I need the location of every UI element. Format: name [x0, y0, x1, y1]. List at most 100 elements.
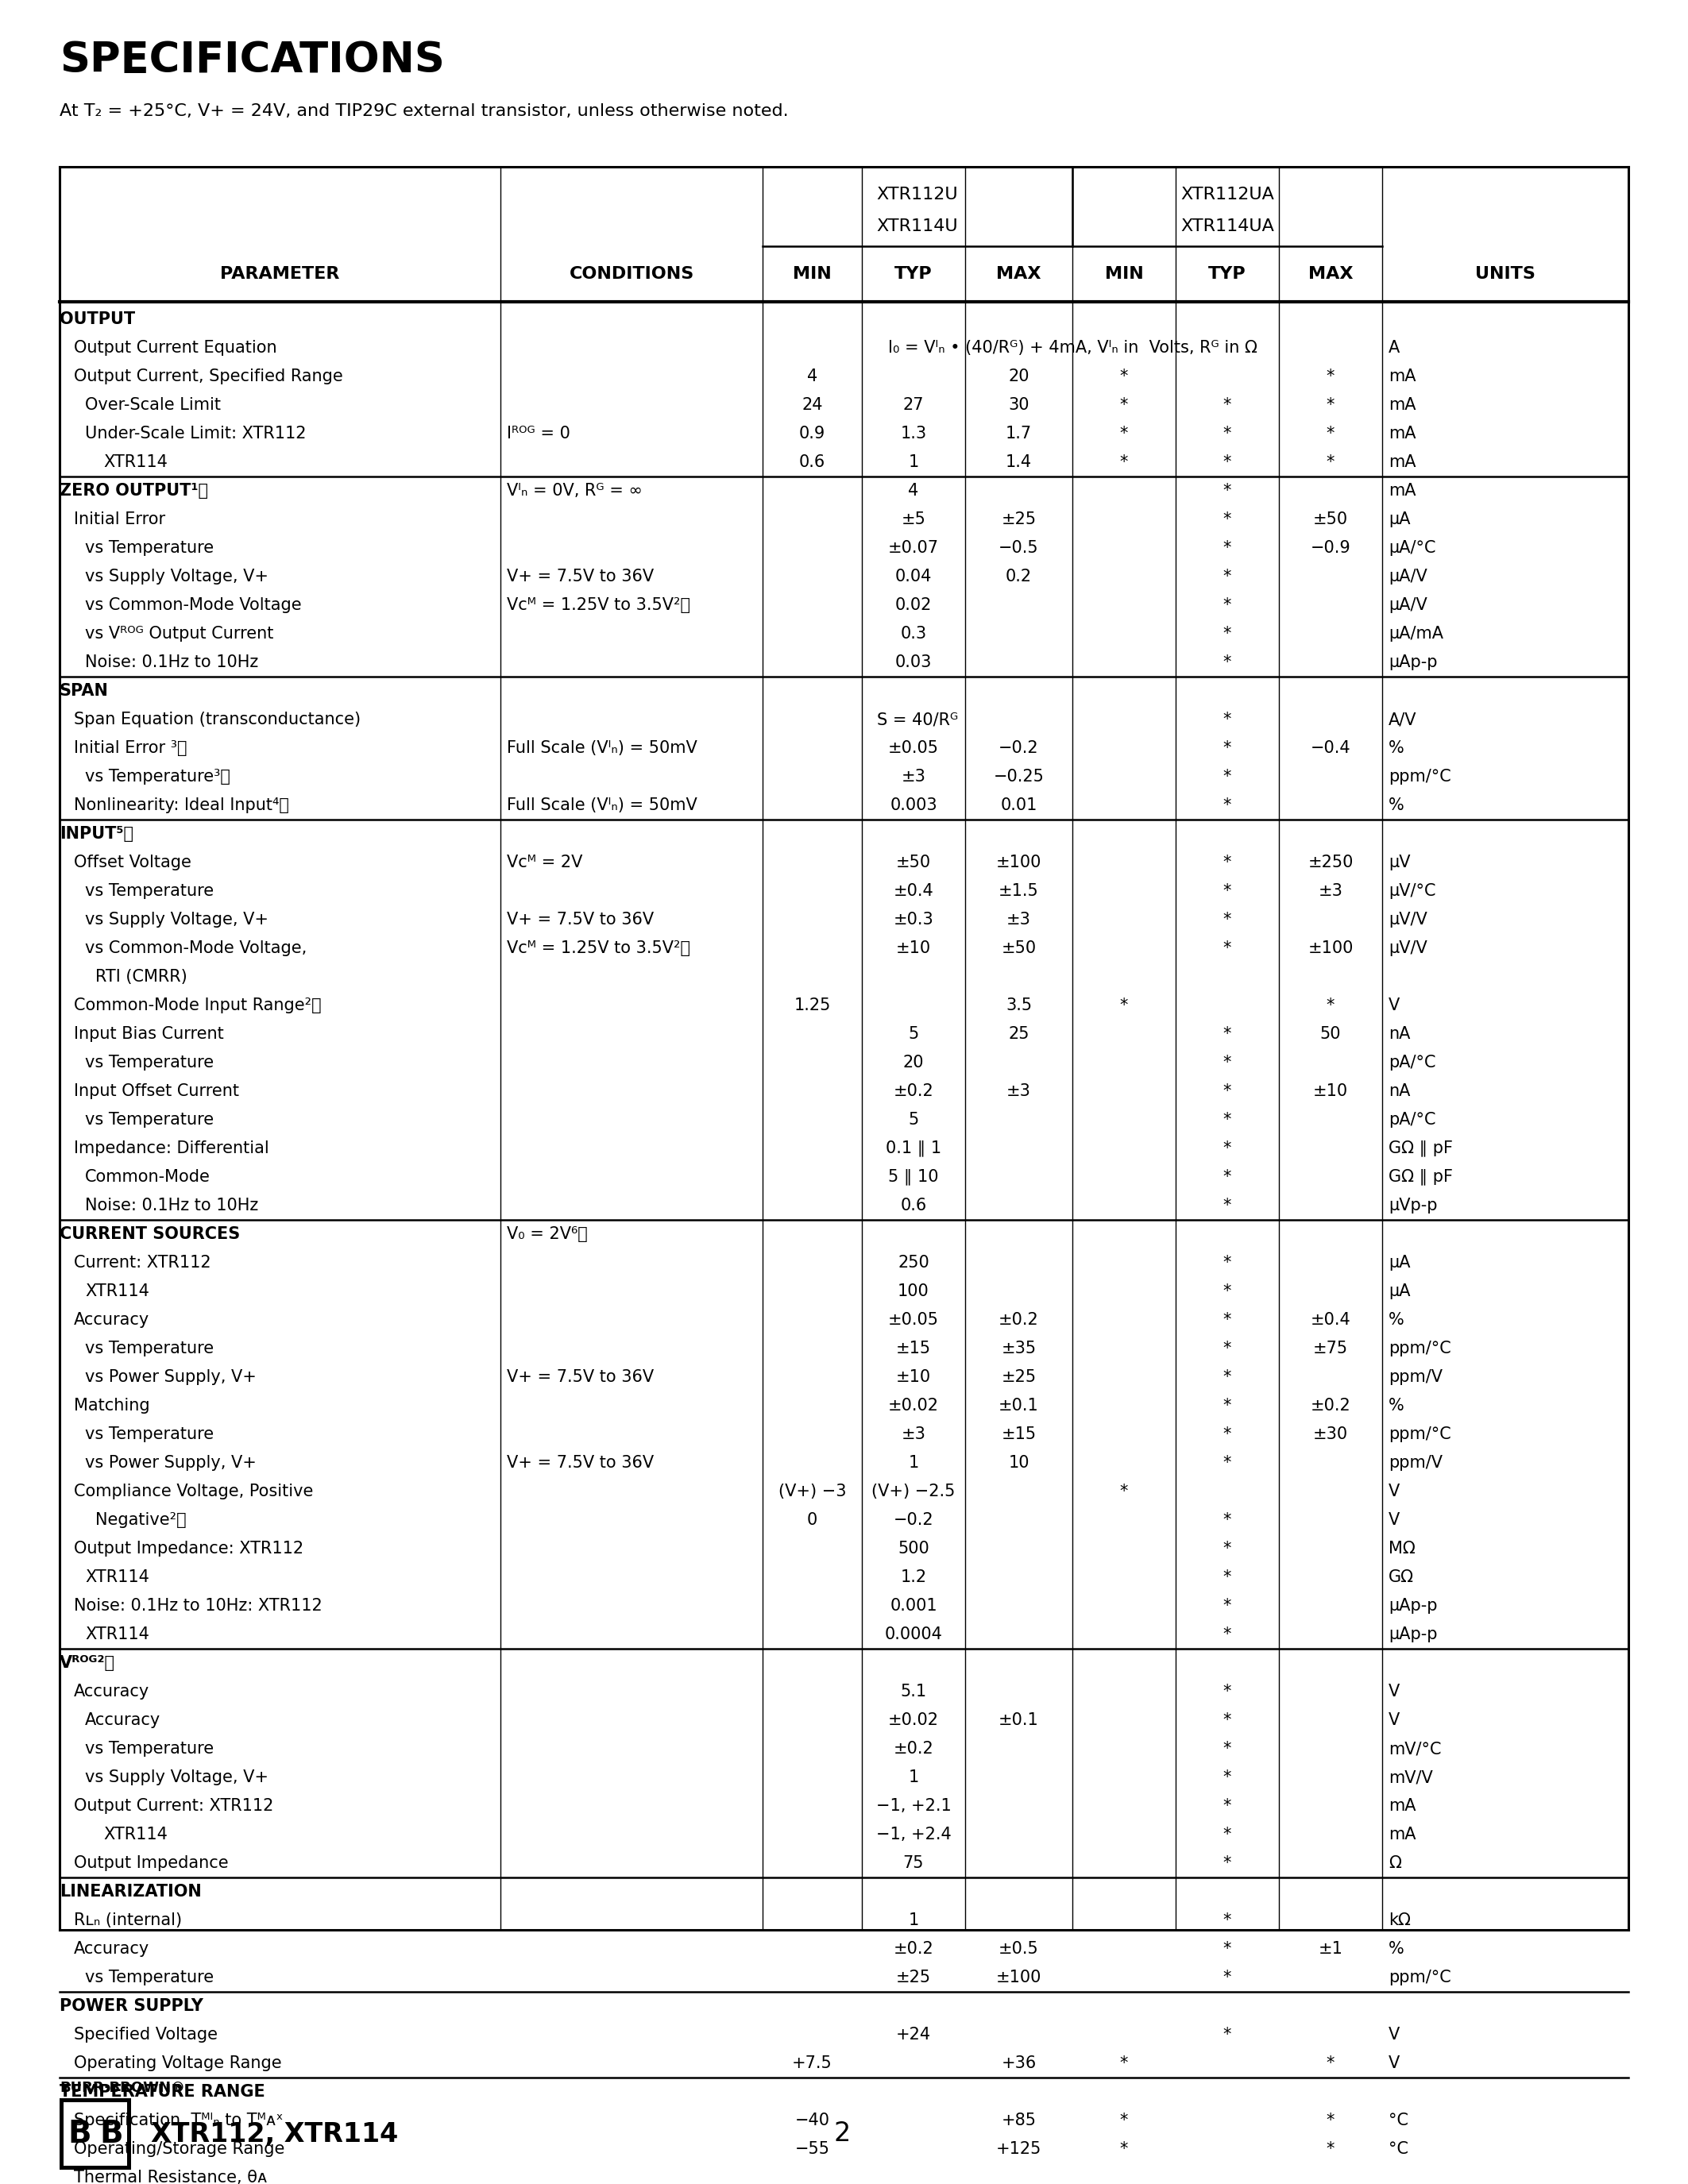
Text: 0.04: 0.04 [895, 568, 932, 585]
Text: μA/°C: μA/°C [1389, 539, 1436, 557]
Text: ±3: ±3 [901, 769, 925, 784]
Text: *: * [1224, 655, 1232, 670]
Text: 0.02: 0.02 [895, 596, 932, 614]
Text: 0.001: 0.001 [890, 1599, 937, 1614]
Text: mA: mA [1389, 1826, 1416, 1843]
Text: TYP: TYP [1209, 266, 1246, 282]
Text: *: * [1119, 397, 1128, 413]
Text: 20: 20 [1008, 369, 1030, 384]
Text: *: * [1224, 483, 1232, 498]
Text: *: * [1224, 769, 1232, 784]
Text: ±0.4: ±0.4 [1310, 1313, 1350, 1328]
Text: vs Temperature: vs Temperature [84, 1055, 214, 1070]
Text: ±25: ±25 [1001, 511, 1036, 526]
Text: GΩ: GΩ [1389, 1570, 1415, 1586]
Text: *: * [1224, 1112, 1232, 1127]
Text: 1: 1 [908, 1769, 918, 1784]
Text: TEMPERATURE RANGE: TEMPERATURE RANGE [59, 2084, 265, 2099]
Text: 5 ∥ 10: 5 ∥ 10 [888, 1168, 939, 1186]
Text: *: * [1224, 1168, 1232, 1186]
Text: V₀ = 2V⁶⦾: V₀ = 2V⁶⦾ [506, 1225, 587, 1243]
Text: °C: °C [1389, 2112, 1408, 2129]
Text: MΩ: MΩ [1389, 1540, 1415, 1557]
Text: pA/°C: pA/°C [1389, 1055, 1436, 1070]
Text: *: * [1119, 2140, 1128, 2158]
Text: *: * [1224, 941, 1232, 957]
Text: ZERO OUTPUT¹⦾: ZERO OUTPUT¹⦾ [59, 483, 208, 498]
Text: mA: mA [1389, 426, 1416, 441]
Text: *: * [1119, 998, 1128, 1013]
Text: *: * [1224, 1712, 1232, 1728]
Text: LINEARIZATION: LINEARIZATION [59, 1885, 201, 1900]
Text: *: * [1224, 397, 1232, 413]
Text: ppm/°C: ppm/°C [1389, 1341, 1452, 1356]
Text: −40: −40 [795, 2112, 830, 2129]
Text: PARAMETER: PARAMETER [219, 266, 339, 282]
Text: ±3: ±3 [1006, 911, 1031, 928]
Text: %: % [1389, 1942, 1404, 1957]
Text: MAX: MAX [1308, 266, 1354, 282]
Text: 4: 4 [807, 369, 817, 384]
Text: ±250: ±250 [1308, 854, 1354, 871]
Text: Output Current, Specified Range: Output Current, Specified Range [74, 369, 343, 384]
Text: %: % [1389, 740, 1404, 756]
Text: vs Temperature: vs Temperature [84, 1112, 214, 1127]
Text: *: * [1327, 998, 1335, 1013]
Text: ±0.02: ±0.02 [888, 1712, 939, 1728]
Text: V: V [1389, 2055, 1399, 2070]
Text: CONDITIONS: CONDITIONS [569, 266, 694, 282]
Text: 1: 1 [908, 1455, 918, 1470]
Text: *: * [1224, 1741, 1232, 1756]
Text: Compliance Voltage, Positive: Compliance Voltage, Positive [74, 1483, 314, 1500]
Text: 500: 500 [898, 1540, 930, 1557]
Text: ±1.5: ±1.5 [999, 882, 1038, 900]
Text: Accuracy: Accuracy [74, 1684, 150, 1699]
Text: ±0.02: ±0.02 [888, 1398, 939, 1413]
Text: B: B [68, 2118, 91, 2149]
Text: 0.2: 0.2 [1006, 568, 1031, 585]
Text: OUTPUT: OUTPUT [59, 312, 135, 328]
Text: 4: 4 [908, 483, 918, 498]
Text: I₀ = Vᴵₙ • (40/Rᴳ) + 4mA, Vᴵₙ in  Volts, Rᴳ in Ω: I₀ = Vᴵₙ • (40/Rᴳ) + 4mA, Vᴵₙ in Volts, … [888, 341, 1258, 356]
Text: μA: μA [1389, 1284, 1411, 1299]
Text: 0.9: 0.9 [798, 426, 825, 441]
Text: 10: 10 [1008, 1455, 1030, 1470]
Text: XTR112UA: XTR112UA [1180, 186, 1274, 203]
Text: μV: μV [1389, 854, 1411, 871]
Text: ±0.05: ±0.05 [888, 1313, 939, 1328]
Text: *: * [1224, 1797, 1232, 1815]
Text: V: V [1389, 2027, 1399, 2042]
Text: *: * [1224, 797, 1232, 812]
Text: 0.3: 0.3 [900, 627, 927, 642]
Text: *: * [1224, 1599, 1232, 1614]
Text: −0.5: −0.5 [999, 539, 1038, 557]
Text: ±5: ±5 [901, 511, 925, 526]
Text: S = 40/Rᴳ: S = 40/Rᴳ [876, 712, 959, 727]
Text: Output Impedance: Output Impedance [74, 1854, 228, 1872]
Text: Initial Error: Initial Error [74, 511, 165, 526]
Text: *: * [1224, 511, 1232, 526]
Text: 0.01: 0.01 [1001, 797, 1036, 812]
Text: *: * [1224, 740, 1232, 756]
Text: 1: 1 [908, 1913, 918, 1928]
Text: *: * [1224, 539, 1232, 557]
Text: Matching: Matching [74, 1398, 150, 1413]
Text: Vᴄᴹ = 1.25V to 3.5V²⦾: Vᴄᴹ = 1.25V to 3.5V²⦾ [506, 596, 690, 614]
Text: XTR114: XTR114 [103, 1826, 167, 1843]
Text: Input Offset Current: Input Offset Current [74, 1083, 240, 1099]
Text: *: * [1224, 1684, 1232, 1699]
Text: Input Bias Current: Input Bias Current [74, 1026, 225, 1042]
Text: V: V [1389, 1483, 1399, 1500]
Text: ±1: ±1 [1318, 1942, 1344, 1957]
Text: 1.4: 1.4 [1006, 454, 1031, 470]
Text: ±0.1: ±0.1 [999, 1712, 1038, 1728]
Text: *: * [1224, 1256, 1232, 1271]
Text: 30: 30 [1008, 397, 1030, 413]
Text: *: * [1224, 596, 1232, 614]
Text: V: V [1389, 998, 1399, 1013]
Text: SPAN: SPAN [59, 684, 108, 699]
Text: Over-Scale Limit: Over-Scale Limit [84, 397, 221, 413]
Text: vs Supply Voltage, V+: vs Supply Voltage, V+ [84, 911, 268, 928]
Text: Accuracy: Accuracy [74, 1313, 150, 1328]
Text: Output Impedance: XTR112: Output Impedance: XTR112 [74, 1540, 304, 1557]
